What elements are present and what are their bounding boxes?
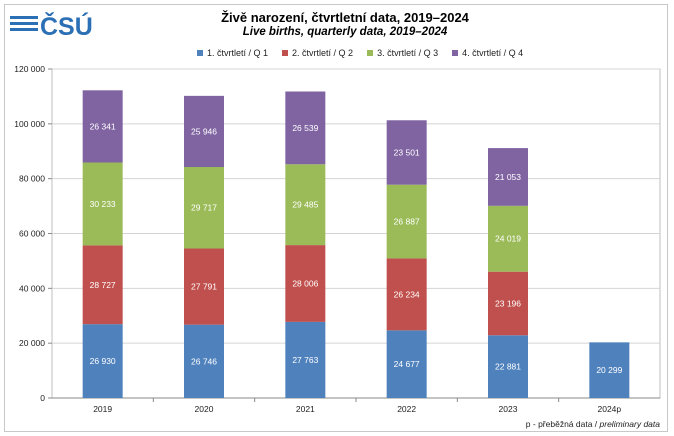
legend-swatch-q4 xyxy=(452,50,459,56)
y-tick-label: 100 000 xyxy=(14,119,45,129)
bar-segment xyxy=(285,321,326,398)
chart-subtitle: Live births, quarterly data, 2019–2024 xyxy=(242,26,448,38)
bar-segment xyxy=(184,167,224,249)
y-tick-label: 0 xyxy=(40,393,45,403)
x-tick-label: 2021 xyxy=(296,404,315,414)
chart-frame xyxy=(4,4,668,432)
data-label: 27 791 xyxy=(191,282,217,292)
legend-label-q2: 2. čtvrtletí / Q 2 xyxy=(292,48,354,58)
bar-segment xyxy=(488,335,528,398)
x-tick-label: 2019 xyxy=(93,404,112,414)
bar-segment xyxy=(386,184,427,259)
data-label: 26 746 xyxy=(191,356,217,366)
bar-segment xyxy=(386,120,427,185)
data-label: 21 053 xyxy=(495,172,521,182)
legend-label-q3: 3. čtvrtletí / Q 3 xyxy=(377,48,439,58)
data-label: 28 006 xyxy=(292,278,318,288)
x-tick-label: 2023 xyxy=(499,404,518,414)
data-label: 20 299 xyxy=(596,365,622,375)
legend-label-q1: 1. čtvrtletí / Q 1 xyxy=(207,48,269,58)
data-label: 23 196 xyxy=(495,298,521,308)
bar-segment xyxy=(488,271,528,336)
data-label: 26 341 xyxy=(90,121,116,131)
y-tick-label: 20 000 xyxy=(19,338,45,348)
csu-logo: ČSÚ xyxy=(10,9,130,39)
legend-label-q4: 4. čtvrtletí / Q 4 xyxy=(462,48,524,58)
data-label: 29 717 xyxy=(191,203,217,213)
y-tick-label: 40 000 xyxy=(19,283,45,293)
bar-segment xyxy=(82,324,123,398)
data-label: 26 930 xyxy=(90,356,116,366)
x-tick-label: 2024p xyxy=(598,404,622,414)
legend-swatch-q1 xyxy=(197,50,203,56)
y-tick-label: 60 000 xyxy=(19,229,45,239)
x-tick-label: 2022 xyxy=(397,404,416,414)
footnote-en: preliminary data xyxy=(599,419,660,429)
legend-item-q4: 4. čtvrtletí / Q 4 xyxy=(452,48,523,58)
data-label: 22 881 xyxy=(495,362,521,372)
data-label: 25 946 xyxy=(191,126,217,136)
legend-swatch-q3 xyxy=(367,50,374,56)
x-tick-label: 2020 xyxy=(195,404,214,414)
bar-segment xyxy=(82,90,123,163)
bar-segment xyxy=(285,164,326,246)
bar-segment xyxy=(184,95,224,168)
y-tick-label: 80 000 xyxy=(19,174,45,184)
bar-segment xyxy=(386,330,427,398)
bar-segment xyxy=(488,148,528,206)
data-label: 24 019 xyxy=(495,234,521,244)
footnote: p - přeběžná data / preliminary data xyxy=(526,419,660,429)
bar-segment xyxy=(82,245,123,325)
bar-segment xyxy=(488,205,528,272)
legend-item-q1: 1. čtvrtletí / Q 1 xyxy=(197,48,268,58)
data-label: 30 233 xyxy=(90,199,116,209)
y-tick-label: 120 000 xyxy=(14,64,45,74)
bar-segment xyxy=(184,324,224,398)
data-label: 23 501 xyxy=(394,147,420,157)
data-label: 26 539 xyxy=(292,123,318,133)
data-label: 24 677 xyxy=(394,359,420,369)
bar-segment xyxy=(589,342,630,398)
legend-item-q3: 3. čtvrtletí / Q 3 xyxy=(367,48,438,58)
data-label: 26 887 xyxy=(394,217,420,227)
footnote-cz: p - přeběžná data / xyxy=(525,419,600,429)
bar-segment xyxy=(285,245,326,322)
bar-segment xyxy=(82,162,123,246)
chart-title: Živě narození, čtvrtletní data, 2019–202… xyxy=(221,10,469,25)
bar-segment xyxy=(184,248,224,325)
bar-segment xyxy=(285,91,326,165)
data-label: 26 234 xyxy=(394,289,420,299)
chart-legend: 1. čtvrtletí / Q 1 2. čtvrtletí / Q 2 3.… xyxy=(197,48,523,58)
data-label: 29 485 xyxy=(292,200,318,210)
logo-text: ČSÚ xyxy=(40,11,93,39)
legend-item-q2: 2. čtvrtletí / Q 2 xyxy=(282,48,353,58)
legend-swatch-q2 xyxy=(282,50,289,56)
data-label: 27 763 xyxy=(292,355,318,365)
data-label: 28 727 xyxy=(90,280,116,290)
bar-segment xyxy=(386,258,427,331)
